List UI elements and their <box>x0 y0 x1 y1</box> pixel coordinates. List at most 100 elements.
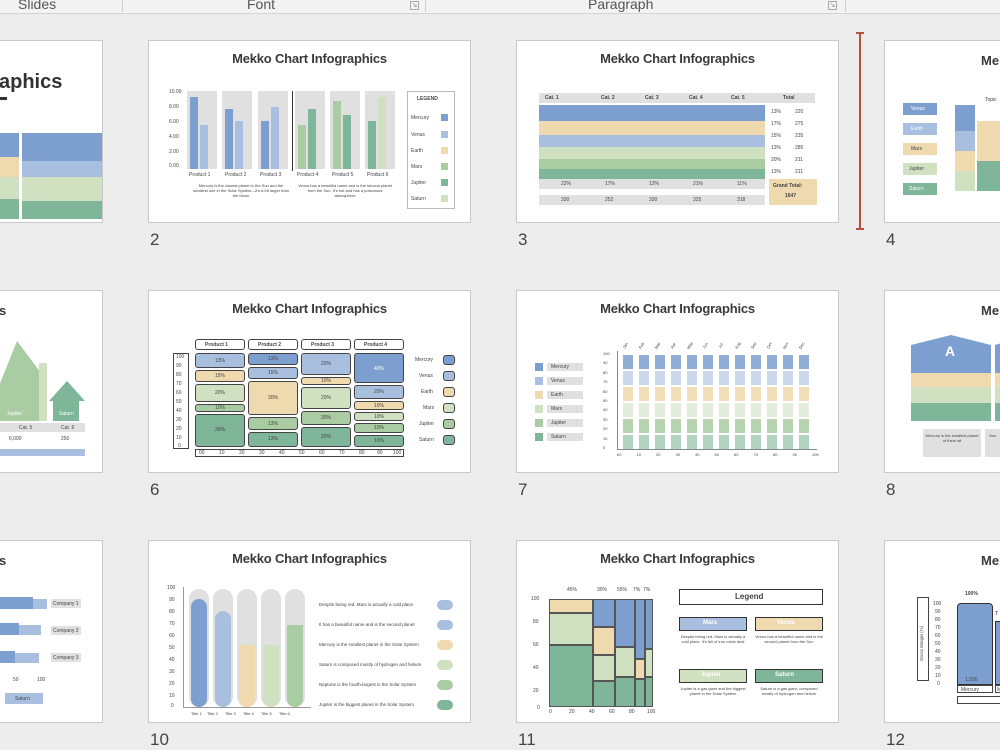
legend-label: Saturn <box>15 696 30 702</box>
legend-label: Saturn <box>411 196 426 202</box>
stacked-cell <box>735 435 745 449</box>
x-tick: 70 <box>339 450 345 456</box>
stacked-cell <box>719 419 729 433</box>
y-tick: 10.00 <box>169 89 182 95</box>
capsule-fill <box>191 599 207 707</box>
x-tick: 70 <box>753 452 758 457</box>
legend-chip <box>547 377 583 385</box>
slide-thumbnail-8[interactable]: Me A Mercury is the smallest planet of t… <box>884 290 1000 473</box>
month-label: Apr <box>669 341 677 350</box>
chart-segment <box>22 201 102 219</box>
stacked-cell <box>751 371 761 385</box>
note-text: Ven <box>989 433 996 438</box>
x-tick: 30 <box>259 450 265 456</box>
slide-thumbnail-12[interactable]: Me Gross Margin (%) 100 90 80 70 60 50 4… <box>884 540 1000 723</box>
stacked-cell <box>751 403 761 417</box>
x-tick: 100 <box>37 677 46 683</box>
y-tick: 80 <box>176 372 182 378</box>
y-tick: 10 <box>176 435 182 441</box>
slide-thumbnail-1[interactable]: aphics <box>0 40 103 223</box>
legend-label: Mercury <box>415 357 434 363</box>
y-tick: 10 <box>603 435 608 441</box>
x-label: Product 2 <box>225 172 247 178</box>
slide-thumbnail-10[interactable]: Mekko Chart Infographics 100 90 80 70 60… <box>148 540 471 723</box>
y-tick: 40 <box>603 407 608 413</box>
capsule-fill <box>215 611 231 707</box>
stacked-cell <box>767 435 777 449</box>
capsule-fill <box>263 645 279 707</box>
bar-label: Saturn <box>59 411 74 417</box>
slide-number: 4 <box>886 230 896 249</box>
stacked-cell <box>719 371 729 385</box>
stacked-cell <box>687 371 697 385</box>
mekko-cell <box>615 677 635 707</box>
table-cell: 15% <box>771 133 782 139</box>
x-tick: 20 <box>569 709 575 715</box>
slide-thumbnail-9[interactable]: s Company 1 Company 2 Company 3 50 100 S… <box>0 540 103 723</box>
slide-title-fragment: Me <box>981 303 1000 318</box>
stacked-cell <box>767 371 777 385</box>
legend-label: Jupiter <box>419 421 435 427</box>
stacked-cell <box>639 355 649 369</box>
month-label: Oct <box>765 341 773 350</box>
area-band <box>955 105 975 131</box>
stacked-cell <box>655 435 665 449</box>
y-tick: 60 <box>533 642 539 648</box>
slide-number: 7 <box>518 480 528 499</box>
legend-card-text: Despite being red, Mars is actually a co… <box>680 634 746 644</box>
stacked-cell <box>767 419 777 433</box>
x-label: Product 5 <box>332 172 354 178</box>
x-tick: 00 <box>199 450 205 456</box>
stacked-cell <box>783 355 793 369</box>
list-marker <box>437 700 453 710</box>
arrow-chart <box>0 341 85 421</box>
stacked-cell <box>655 355 665 369</box>
slide-number: 10 <box>150 730 169 749</box>
font-dialog-launcher-icon[interactable]: ↘ <box>410 1 419 10</box>
bar <box>235 121 243 169</box>
stacked-cell <box>671 403 681 417</box>
bar-label: Jupiter <box>7 411 23 417</box>
area-band <box>977 161 1000 191</box>
paragraph-dialog-launcher-icon[interactable]: ↘ <box>828 1 837 10</box>
y-tick: 90 <box>169 597 175 603</box>
legend-swatch <box>441 147 448 154</box>
legend-chip <box>903 163 937 175</box>
slide-thumbnail-5[interactable]: s Jupiter Saturn Cat. 5 Cat. 6 6,000 250 <box>0 290 103 473</box>
y-tick: 80 <box>935 617 941 623</box>
y-tick: 20 <box>533 688 539 694</box>
grand-total-box <box>769 179 817 205</box>
column-header <box>248 339 298 350</box>
slide-thumbnail-4[interactable]: Me Venus Earth Mars Jupiter Saturn Topic <box>884 40 1000 223</box>
y-tick: 6.00 <box>169 119 179 125</box>
slide-thumbnail-3[interactable]: Mekko Chart Infographics Cat. 1 Cat. 2 C… <box>516 40 839 223</box>
slide-thumbnail-6[interactable]: Mekko Chart Infographics Product 1 Produ… <box>148 290 471 473</box>
list-marker <box>437 660 453 670</box>
slide-number: 8 <box>886 480 896 499</box>
mekko-cell <box>354 423 404 433</box>
y-tick: 90 <box>603 360 608 366</box>
slide-thumbnail-2[interactable]: Mekko Chart Infographics 10.00 8.00 6.00… <box>148 40 471 223</box>
legend-swatch <box>443 387 455 397</box>
bar <box>343 115 351 169</box>
table-header: Cat. 3 <box>645 95 659 101</box>
stacked-cell <box>703 419 713 433</box>
slide-number: 2 <box>150 230 160 249</box>
y-tick: 100 <box>603 351 610 356</box>
slide-thumbnail-11[interactable]: Mekko Chart Infographics 45% 30% 55% 7% … <box>516 540 839 723</box>
y-tick: 40 <box>176 408 182 414</box>
x-tick: 50 <box>714 452 719 457</box>
y-tick: 100 <box>167 585 176 591</box>
table-row <box>0 423 85 432</box>
ribbon-group-bar: Slides Font ↘ Paragraph ↘ <box>0 0 1000 14</box>
table-cell: 17% <box>771 121 782 127</box>
bar-label: Company 2 <box>53 628 79 634</box>
x-tick: Title 6 <box>279 711 290 716</box>
legend-label: Venus <box>551 378 565 384</box>
legend-card-header <box>755 617 823 631</box>
bar-label: Company 3 <box>53 655 79 661</box>
stacked-cell <box>639 387 649 401</box>
y-tick: 8.00 <box>169 104 179 110</box>
slide-thumbnail-7[interactable]: Mekko Chart Infographics Mercury Venus E… <box>516 290 839 473</box>
y-axis <box>617 351 618 449</box>
